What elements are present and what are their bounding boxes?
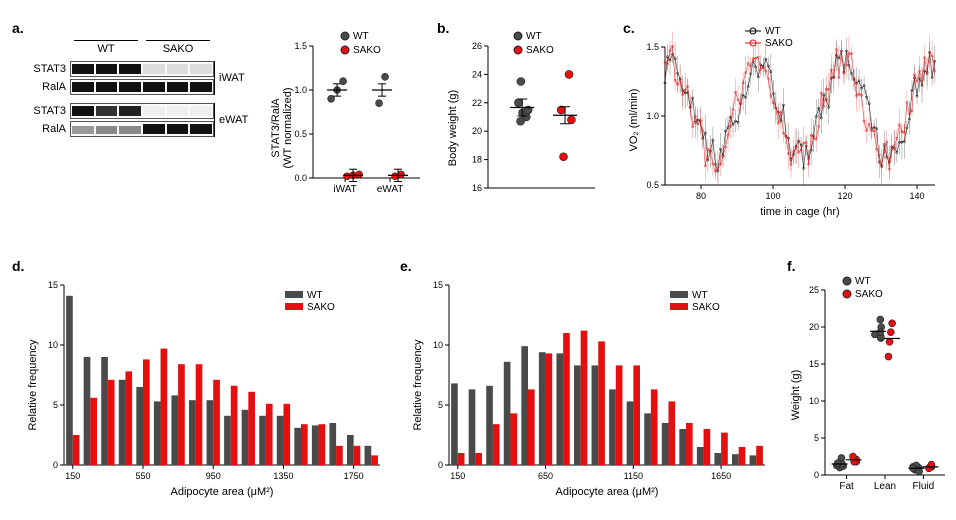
svg-text:Body weight (g): Body weight (g) — [447, 90, 459, 166]
svg-text:1150: 1150 — [624, 471, 643, 481]
svg-text:Weight (g): Weight (g) — [790, 370, 802, 421]
blot-lane — [70, 103, 214, 119]
svg-text:16: 16 — [472, 183, 482, 193]
svg-text:25: 25 — [809, 285, 819, 295]
svg-text:Fat: Fat — [839, 481, 854, 492]
svg-text:Relative frequency: Relative frequency — [412, 339, 424, 431]
panel-b-scatter: WT SAKO 16 18 20 22 24 26 Body weight (g) — [440, 28, 605, 203]
svg-text:0.0: 0.0 — [294, 173, 307, 183]
blot-header-sako: SAKO — [163, 43, 194, 55]
blot-row-label: STAT3 — [20, 63, 70, 75]
svg-text:20: 20 — [809, 322, 819, 332]
svg-text:1750: 1750 — [344, 471, 364, 481]
svg-text:0: 0 — [814, 470, 819, 480]
svg-text:VO₂ (ml/min): VO₂ (ml/min) — [628, 89, 640, 152]
svg-text:100: 100 — [765, 191, 780, 201]
svg-text:20: 20 — [472, 126, 482, 136]
panel-f-scatter: WT SAKO 0 5 10 15 20 25 Weight (g) Fat Lean Fluid — [785, 275, 950, 510]
svg-text:0.5: 0.5 — [646, 180, 659, 190]
blot-lane — [70, 61, 214, 77]
svg-text:10: 10 — [433, 340, 443, 350]
panel-e-hist: 0 5 10 15 150 650 1150 1650 Relative frequency Ad… — [405, 275, 775, 510]
svg-text:140: 140 — [909, 191, 924, 201]
panel-e-label: e. — [400, 258, 412, 274]
svg-text:18: 18 — [472, 155, 482, 165]
svg-text:150: 150 — [450, 471, 465, 481]
svg-text:WT: WT — [855, 276, 871, 287]
svg-text:WT: WT — [765, 26, 781, 37]
svg-text:SAKO: SAKO — [353, 45, 381, 56]
svg-text:eWAT: eWAT — [377, 184, 404, 195]
svg-text:WT: WT — [353, 31, 369, 42]
svg-text:120: 120 — [837, 191, 852, 201]
svg-text:Lean: Lean — [874, 481, 896, 492]
blot-row-label: RalA — [20, 123, 70, 135]
panel-a-scatter: WT SAKO 0.0 0.5 1.0 1.5 STAT3/RalA(WT normaliz… — [265, 28, 425, 203]
svg-text:550: 550 — [135, 471, 150, 481]
panel-c-line: WTSAKO 0.5 1.0 1.5 80 100 120 140 VO₂ (ml/min) ti… — [623, 25, 943, 220]
svg-text:26: 26 — [472, 41, 482, 51]
svg-text:SAKO: SAKO — [307, 302, 335, 313]
svg-text:Fluid: Fluid — [913, 481, 935, 492]
svg-text:15: 15 — [48, 280, 58, 290]
svg-text:0.5: 0.5 — [294, 129, 307, 139]
svg-text:150: 150 — [65, 471, 80, 481]
svg-text:1650: 1650 — [711, 471, 731, 481]
svg-text:15: 15 — [433, 280, 443, 290]
svg-text:WT: WT — [692, 290, 708, 301]
svg-text:SAKO: SAKO — [526, 45, 554, 56]
western-blot: WT SAKO STAT3 RalA iWAT STAT3 RalA — [20, 40, 250, 137]
svg-text:5: 5 — [814, 433, 819, 443]
blot-header-wt: WT — [97, 43, 114, 55]
panel-f-label: f. — [787, 258, 796, 274]
svg-text:24: 24 — [472, 69, 482, 79]
svg-text:Adipocyte area (μM²): Adipocyte area (μM²) — [171, 486, 274, 498]
blot-row-label: RalA — [20, 81, 70, 93]
svg-text:WT: WT — [307, 290, 323, 301]
svg-text:0: 0 — [53, 460, 58, 470]
svg-text:SAKO: SAKO — [855, 289, 883, 300]
svg-text:1.5: 1.5 — [294, 41, 307, 51]
svg-text:10: 10 — [48, 340, 58, 350]
svg-text:5: 5 — [438, 400, 443, 410]
svg-text:15: 15 — [809, 359, 819, 369]
panel-d-label: d. — [12, 258, 24, 274]
panel-a-label: a. — [12, 20, 24, 36]
svg-text:650: 650 — [538, 471, 553, 481]
blot-lane — [70, 79, 214, 95]
svg-text:WT: WT — [526, 31, 542, 42]
svg-text:time in cage (hr): time in cage (hr) — [760, 206, 839, 218]
svg-text:SAKO: SAKO — [765, 38, 793, 49]
svg-text:SAKO: SAKO — [692, 302, 720, 313]
svg-text:iWAT: iWAT — [333, 184, 356, 195]
blot-lane — [70, 121, 214, 137]
svg-text:1350: 1350 — [273, 471, 293, 481]
svg-text:5: 5 — [53, 400, 58, 410]
svg-text:10: 10 — [809, 396, 819, 406]
panel-d-hist: 0 5 10 15 150 550 950 1350 1750 Relative frequenc… — [20, 275, 390, 510]
blot-row-label: STAT3 — [20, 105, 70, 117]
svg-text:Adipocyte area (μM²): Adipocyte area (μM²) — [556, 486, 659, 498]
svg-text:0: 0 — [438, 460, 443, 470]
svg-text:1.0: 1.0 — [294, 85, 307, 95]
svg-text:80: 80 — [696, 191, 706, 201]
svg-text:1.5: 1.5 — [646, 42, 659, 52]
blot-right-label: eWAT — [219, 114, 248, 126]
svg-text:22: 22 — [472, 98, 482, 108]
svg-text:STAT3/RalA: STAT3/RalA — [270, 98, 282, 158]
svg-text:Relative frequency: Relative frequency — [27, 339, 39, 431]
svg-text:(WT normalized): (WT normalized) — [282, 87, 294, 168]
blot-right-label: iWAT — [219, 72, 245, 84]
svg-text:950: 950 — [206, 471, 221, 481]
svg-text:1.0: 1.0 — [646, 111, 659, 121]
